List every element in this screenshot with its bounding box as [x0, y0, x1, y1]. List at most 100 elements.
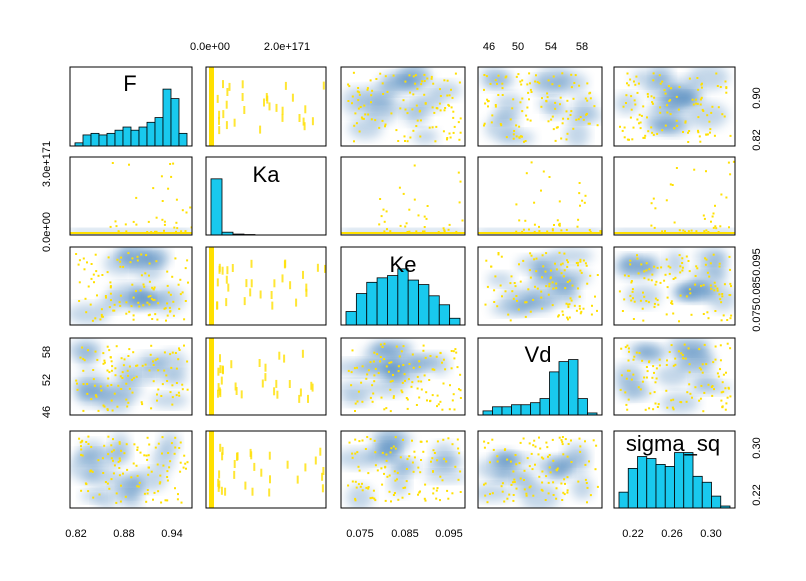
- point: [648, 301, 650, 303]
- point: [678, 320, 680, 322]
- point: [562, 118, 564, 120]
- point: [711, 395, 713, 397]
- point: [371, 90, 373, 92]
- point: [218, 470, 220, 478]
- point: [577, 226, 579, 228]
- point: [148, 304, 150, 306]
- point: [560, 229, 562, 231]
- point: [273, 279, 275, 287]
- point: [673, 278, 675, 280]
- point: [88, 443, 90, 445]
- point: [101, 274, 103, 276]
- point: [171, 276, 173, 278]
- hist-bar-Vd-4: [521, 405, 531, 415]
- point: [162, 200, 164, 202]
- point: [373, 490, 375, 492]
- panel-0-4: [614, 65, 735, 146]
- point: [538, 437, 540, 439]
- point: [439, 88, 441, 90]
- point: [453, 393, 455, 395]
- point: [249, 288, 251, 296]
- point: [548, 294, 550, 296]
- point: [645, 300, 647, 302]
- point: [624, 391, 626, 393]
- point: [565, 438, 567, 440]
- point: [404, 81, 406, 83]
- point: [397, 499, 399, 501]
- point: [359, 94, 361, 96]
- point: [127, 252, 129, 254]
- point: [596, 310, 598, 312]
- point: [233, 471, 235, 479]
- point: [705, 264, 707, 266]
- point: [103, 405, 105, 407]
- point: [579, 205, 581, 207]
- point: [444, 368, 446, 370]
- point: [599, 230, 601, 232]
- point: [218, 117, 220, 125]
- point: [620, 348, 622, 350]
- point: [665, 125, 667, 127]
- point: [515, 295, 517, 297]
- point: [417, 494, 419, 496]
- point: [241, 390, 243, 398]
- hist-bar-Ke-6: [408, 280, 418, 325]
- point: [730, 285, 732, 287]
- point: [523, 141, 525, 143]
- point: [729, 294, 731, 296]
- point: [458, 121, 460, 123]
- point: [359, 470, 361, 472]
- point: [497, 461, 499, 463]
- point: [453, 350, 455, 352]
- point: [156, 217, 158, 219]
- point: [126, 443, 128, 445]
- point: [179, 279, 181, 281]
- point: [356, 122, 358, 124]
- point: [160, 395, 162, 397]
- point: [445, 461, 447, 463]
- point: [154, 313, 156, 315]
- point: [180, 462, 182, 464]
- point: [404, 140, 406, 142]
- panel-3-2: [335, 338, 465, 415]
- point: [707, 272, 709, 274]
- point: [219, 444, 221, 452]
- point: [436, 459, 438, 461]
- point: [714, 285, 716, 287]
- point: [111, 370, 113, 372]
- point: [157, 464, 159, 466]
- point: [295, 299, 297, 307]
- point: [174, 487, 176, 489]
- point: [593, 439, 595, 441]
- point: [511, 484, 513, 486]
- point: [117, 385, 119, 387]
- point: [694, 386, 696, 388]
- point: [103, 363, 105, 365]
- point: [372, 401, 374, 403]
- panel-4-0: [69, 431, 192, 509]
- point: [148, 444, 150, 446]
- point: [459, 201, 461, 203]
- point: [452, 117, 454, 119]
- point: [659, 359, 661, 361]
- point: [570, 110, 572, 112]
- point: [507, 314, 509, 316]
- point: [128, 348, 130, 350]
- point: [530, 89, 532, 91]
- point: [148, 296, 150, 298]
- point: [550, 270, 552, 272]
- point: [500, 285, 502, 287]
- point: [273, 387, 275, 395]
- point: [526, 172, 528, 174]
- point: [378, 127, 380, 129]
- point: [185, 230, 187, 232]
- point: [397, 140, 399, 142]
- point: [620, 389, 622, 391]
- point: [623, 298, 625, 300]
- point: [119, 266, 121, 268]
- point: [667, 286, 669, 288]
- point: [577, 264, 579, 266]
- point: [317, 264, 319, 272]
- point: [302, 271, 304, 279]
- tick-sigma-right-0: 0.22: [751, 484, 763, 505]
